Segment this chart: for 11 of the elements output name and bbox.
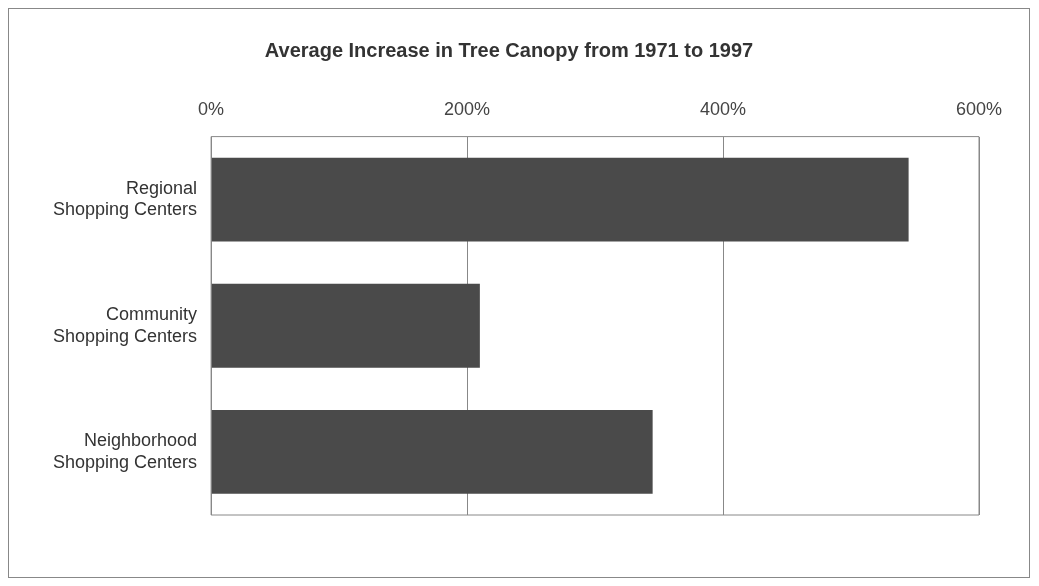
x-tick-label: 600% [955,98,1003,119]
x-tick-label: 0% [198,98,225,119]
y-tick-label: Community Shopping Centers [52,303,198,346]
chart-title: Average Increase in Tree Canopy from 1971 to 1997 [264,38,754,61]
bar [211,409,653,494]
bar [211,157,909,242]
y-tick-label: Regional Shopping Centers [52,177,198,220]
bar [211,283,480,368]
x-tick-label: 200% [444,98,491,119]
y-tick-label: Neighborhood Shopping Centers [52,430,198,472]
x-tick-label: 400% [700,98,747,119]
